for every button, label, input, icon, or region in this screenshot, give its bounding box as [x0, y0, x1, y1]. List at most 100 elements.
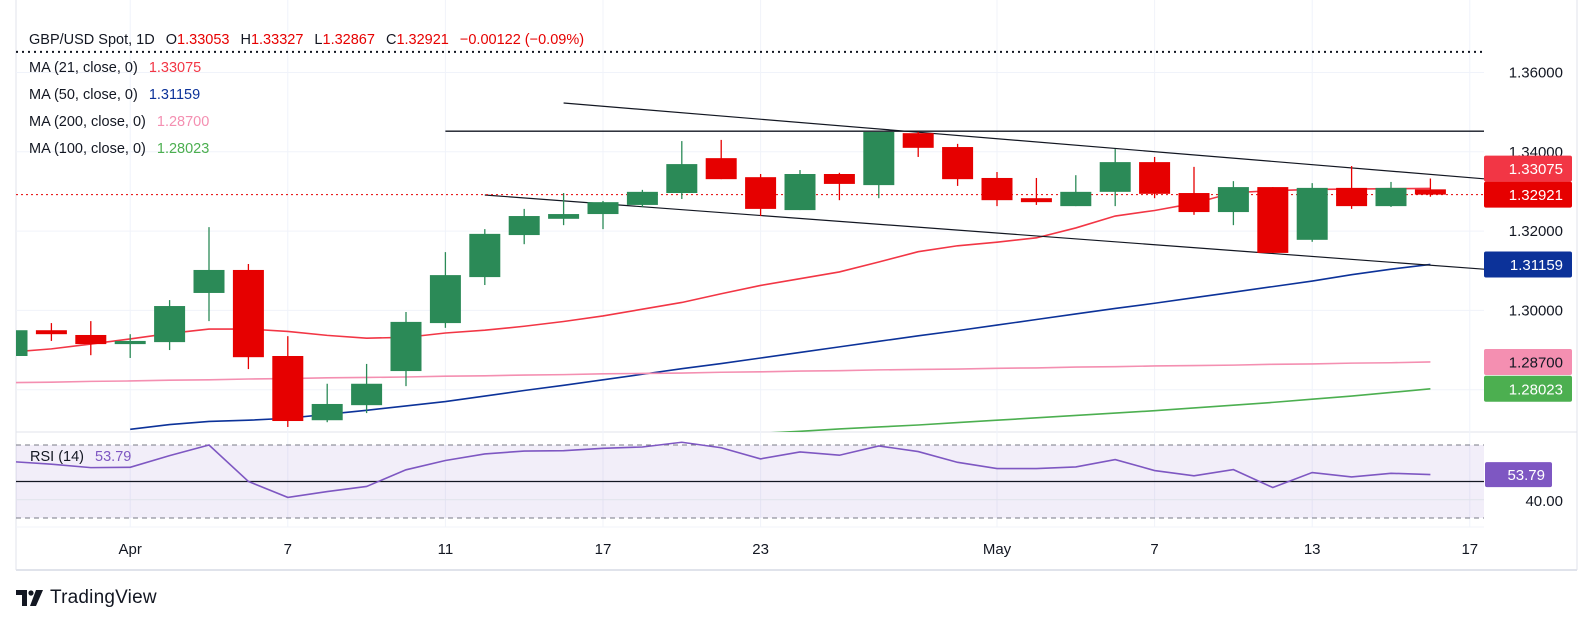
- candle-body: [626, 191, 658, 205]
- symbol-title: GBP/USD Spot, 1D: [29, 32, 155, 48]
- candle-body: [1099, 162, 1131, 192]
- time-axis-label: 17: [595, 541, 612, 558]
- candle-body: [1414, 189, 1446, 195]
- candle-body: [902, 133, 934, 148]
- legend-ma21[interactable]: MA (21, close, 0) 1.33075: [29, 59, 201, 77]
- candle-bearish: [1020, 177, 1052, 205]
- rsi-axis-label: 40.00: [1525, 493, 1563, 510]
- candle-body: [1020, 198, 1052, 203]
- rsi-value: 53.79: [95, 449, 132, 465]
- rsi-line: [16, 441, 1431, 499]
- candle-bullish: [1375, 181, 1407, 207]
- candle-body: [1217, 187, 1249, 213]
- price-badge: 1.31159: [1484, 251, 1572, 278]
- logo-text: TradingView: [50, 587, 157, 608]
- candle-body: [16, 330, 28, 356]
- candle-bullish: [193, 227, 225, 322]
- price-badge-label: 1.31159: [1510, 257, 1563, 274]
- candle-body: [311, 403, 343, 421]
- price-axis-label: 1.36000: [1509, 65, 1563, 82]
- candle-body: [1178, 193, 1210, 213]
- candle-body: [35, 330, 67, 335]
- candle-body: [784, 174, 816, 211]
- candle-body: [154, 306, 186, 343]
- candle-body: [469, 233, 501, 278]
- candle-bullish: [1060, 175, 1092, 207]
- candle-bearish: [902, 131, 934, 157]
- price-axis-label: 1.30000: [1509, 302, 1563, 319]
- candle-body: [232, 269, 264, 358]
- candle-body: [351, 383, 383, 406]
- symbol-legend: GBP/USD Spot, 1D O1.33053 H1.33327 L1.32…: [29, 31, 584, 49]
- rsi-label: RSI (14): [30, 449, 84, 465]
- price-badge-bg: [1484, 348, 1572, 375]
- candle-bullish: [469, 229, 501, 286]
- legend-ma100[interactable]: MA (100, close, 0) 1.28023: [29, 140, 209, 158]
- price-badge-label: 1.28700: [1509, 354, 1563, 371]
- candle-bearish: [1257, 187, 1289, 253]
- ma21-label: MA (21, close, 0): [29, 60, 138, 76]
- rsi-pane: [16, 441, 1484, 519]
- candle-body: [863, 131, 895, 186]
- price-badge-label: 1.32921: [1509, 187, 1563, 204]
- candle-body: [390, 321, 422, 372]
- ma50-value: 1.31159: [148, 87, 201, 103]
- ma200-value: 1.28700: [156, 114, 210, 130]
- candle-bullish: [508, 208, 540, 245]
- price-axis-label: 1.32000: [1509, 223, 1563, 240]
- legend-rsi[interactable]: RSI (14) 53.79: [30, 449, 131, 465]
- candle-bearish: [1336, 166, 1368, 209]
- trend-line: [484, 194, 1484, 270]
- price-badge: 1.28023: [1484, 375, 1572, 402]
- candle-body: [1296, 187, 1328, 240]
- trend-line: [563, 102, 1484, 180]
- candle-body: [1257, 187, 1289, 253]
- price-badge-bg: [1484, 181, 1572, 208]
- ma21-value: 1.33075: [148, 60, 202, 76]
- candle-body: [587, 202, 619, 215]
- candle-body: [1139, 162, 1171, 194]
- candle-body: [666, 164, 698, 194]
- candle-body: [272, 355, 304, 422]
- tradingview-logo[interactable]: TradingView: [16, 587, 157, 609]
- time-axis-label: 13: [1304, 541, 1321, 558]
- price-badge-bg: [1484, 375, 1572, 402]
- legend-ma50[interactable]: MA (50, close, 0) 1.31159: [29, 86, 200, 104]
- candle-bearish: [75, 321, 107, 356]
- change-value: −0.00122 (−0.09%): [459, 32, 585, 48]
- candle-bullish: [16, 330, 28, 356]
- candle-body: [823, 174, 855, 184]
- low-label: L: [314, 32, 323, 48]
- candle-bearish: [942, 143, 974, 186]
- rsi-badge: 53.79: [1485, 462, 1552, 488]
- candle-bearish: [981, 172, 1013, 207]
- candle-body: [942, 147, 974, 180]
- candle-bearish: [745, 174, 777, 217]
- time-axis-label: 7: [284, 541, 292, 558]
- candle-body: [745, 177, 777, 209]
- low-value: 1.32867: [322, 32, 375, 48]
- candle-bullish: [626, 189, 658, 207]
- candle-bearish: [1178, 166, 1210, 215]
- price-badge: 1.33075: [1484, 155, 1572, 182]
- legend-ma200[interactable]: MA (200, close, 0) 1.28700: [29, 113, 209, 131]
- ma100-value: 1.28023: [156, 141, 210, 157]
- candle-bearish: [705, 139, 737, 180]
- candle-body: [1060, 191, 1092, 207]
- candle-bearish: [272, 336, 304, 427]
- candle-bearish: [232, 264, 264, 370]
- candle-body: [508, 216, 540, 236]
- candle-bullish: [114, 334, 146, 358]
- price-badge-label: 1.33075: [1509, 161, 1563, 178]
- price-badge-bg: [1484, 251, 1572, 278]
- candle-bullish: [311, 383, 343, 423]
- candle-body: [705, 158, 737, 180]
- time-axis-label: May: [983, 541, 1012, 558]
- time-axis-label: 7: [1150, 541, 1158, 558]
- time-axis-label: Apr: [119, 541, 142, 558]
- candle-bullish: [1217, 181, 1249, 226]
- candle-bullish: [784, 170, 816, 211]
- tradingview-logo-icon: [16, 590, 43, 606]
- candle-body: [1375, 187, 1407, 207]
